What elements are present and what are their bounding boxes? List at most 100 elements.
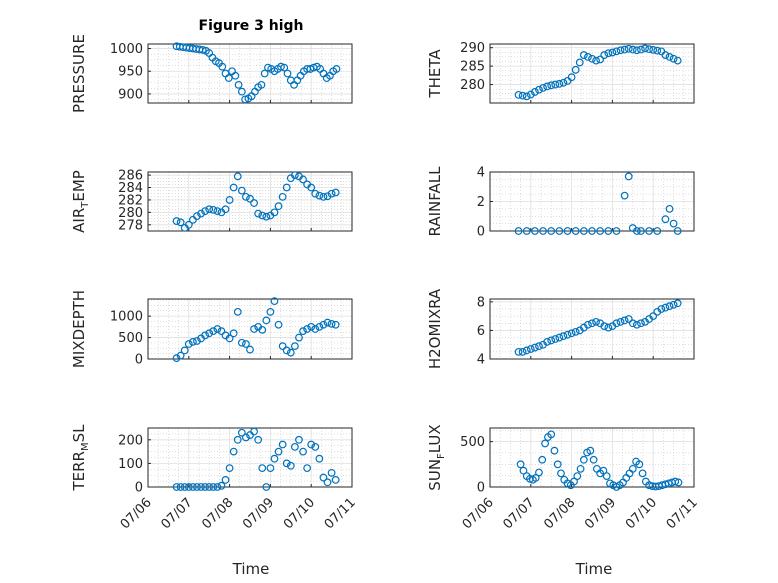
series-points — [514, 172, 682, 235]
data-point — [555, 333, 564, 342]
data-point — [311, 442, 320, 451]
data-point — [290, 442, 299, 451]
data-point — [180, 483, 189, 491]
plot-frame — [489, 171, 695, 232]
data-point — [176, 351, 185, 360]
data-point — [315, 191, 324, 200]
x-tick-label: 07/09 — [582, 495, 619, 532]
data-point — [665, 204, 674, 213]
x-axis-label-left: Time — [232, 560, 270, 578]
data-point — [241, 95, 250, 104]
data-point — [221, 205, 230, 214]
data-point — [673, 56, 682, 65]
data-point — [579, 455, 588, 464]
data-point — [242, 192, 250, 201]
data-point — [543, 82, 552, 91]
y-tick-label: 4 — [477, 166, 485, 181]
data-point — [233, 172, 242, 181]
data-point — [217, 481, 226, 490]
data-point — [638, 469, 647, 478]
data-point — [303, 464, 312, 473]
data-point — [576, 464, 585, 473]
data-point — [278, 342, 287, 351]
data-point — [645, 45, 654, 54]
data-point — [567, 73, 576, 82]
data-point — [254, 435, 263, 444]
data-point — [661, 215, 670, 224]
data-point — [514, 347, 523, 356]
y-tick-label: 6 — [477, 324, 485, 339]
data-point — [184, 340, 193, 348]
y-axis-label: PRESSURE — [70, 34, 88, 113]
x-tick-label: 07/11 — [664, 495, 701, 532]
data-point — [535, 85, 543, 94]
data-point — [624, 44, 633, 53]
data-point — [246, 194, 254, 203]
y-tick-label: 1000 — [110, 310, 143, 325]
data-point — [225, 334, 234, 343]
data-point — [274, 202, 283, 211]
data-point — [600, 51, 609, 59]
data-point — [543, 337, 552, 346]
data-point — [209, 327, 218, 336]
subplot-1: 900 950 1000 PRESSURE — [70, 34, 353, 113]
data-point — [575, 58, 584, 67]
series-points — [172, 297, 340, 363]
data-point — [628, 464, 637, 473]
data-point — [231, 71, 240, 80]
data-point — [237, 87, 246, 96]
data-point — [649, 312, 658, 321]
data-point — [673, 299, 682, 308]
data-point — [274, 320, 283, 329]
y-tick-label: 278 — [118, 218, 143, 233]
data-point — [225, 464, 234, 473]
data-point — [193, 483, 201, 491]
data-point — [518, 347, 527, 356]
data-point — [632, 320, 641, 329]
series-points — [514, 299, 682, 356]
data-point — [282, 183, 291, 192]
y-axis-label: MIXDEPTH — [70, 290, 88, 368]
data-point — [538, 455, 547, 464]
data-point — [319, 320, 328, 329]
data-point — [172, 217, 181, 225]
data-point — [624, 315, 633, 323]
y-tick-label: 285 — [460, 60, 485, 75]
data-point — [531, 474, 540, 482]
data-point — [237, 428, 246, 437]
data-point — [573, 472, 582, 481]
data-point — [213, 325, 222, 333]
data-point — [218, 62, 227, 71]
data-point — [592, 317, 600, 326]
data-point — [331, 188, 340, 197]
data-point — [188, 483, 197, 491]
data-point — [547, 336, 556, 345]
data-point — [260, 69, 269, 78]
data-point — [234, 80, 243, 89]
y-tick-label: 280 — [460, 78, 485, 93]
data-point — [311, 325, 320, 333]
y-axis-label: AIRTEMP — [70, 170, 91, 233]
subplot-8: 0 500 SUNFLUX 07/06 07/07 07/08 07/09 07/10 07/1… — [426, 424, 701, 532]
data-point — [193, 337, 201, 345]
data-point — [570, 477, 578, 486]
data-point — [526, 90, 535, 99]
data-point — [270, 208, 279, 217]
data-point — [555, 79, 564, 88]
x-tick-label: 07/08 — [199, 495, 236, 532]
data-point — [209, 483, 218, 491]
data-point — [250, 325, 258, 333]
data-point — [612, 227, 621, 235]
data-point — [246, 345, 254, 354]
data-point — [635, 460, 644, 469]
x-tick-label: 07/10 — [623, 495, 660, 532]
data-point — [280, 63, 289, 72]
data-point — [584, 53, 592, 61]
data-point — [176, 483, 185, 491]
x-axis-label-right: Time — [575, 560, 613, 578]
data-point — [530, 227, 539, 235]
data-point — [567, 329, 576, 338]
data-point — [205, 205, 214, 214]
